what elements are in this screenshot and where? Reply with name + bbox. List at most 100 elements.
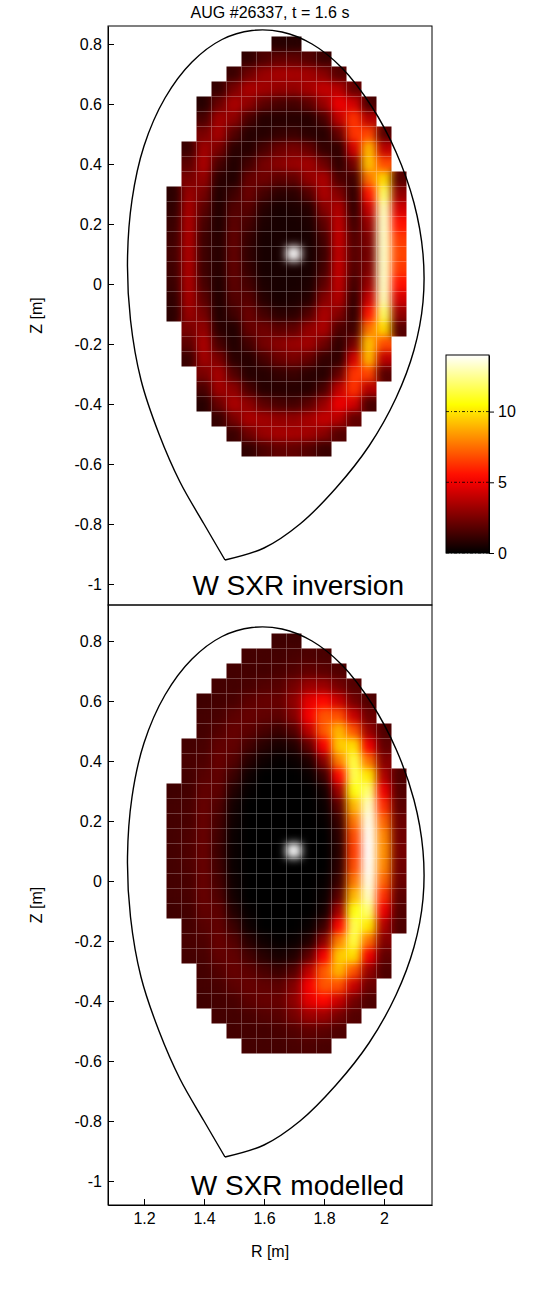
cell xyxy=(346,231,362,247)
cell xyxy=(196,126,212,142)
cell xyxy=(271,768,287,784)
tick: 1.8 xyxy=(313,1199,335,1227)
cell xyxy=(316,66,332,82)
cell xyxy=(346,858,362,874)
cell xyxy=(391,291,407,307)
cell xyxy=(286,201,302,217)
cell xyxy=(271,633,287,649)
cell xyxy=(241,141,257,157)
cell xyxy=(271,828,287,844)
cell xyxy=(196,351,212,367)
cell xyxy=(241,708,257,724)
cell xyxy=(271,738,287,754)
tick-label: 2 xyxy=(380,1210,389,1227)
cell xyxy=(331,261,347,277)
cell xyxy=(331,933,347,949)
cell xyxy=(196,276,212,292)
cell xyxy=(286,291,302,307)
colorbar-axis: 0510 xyxy=(489,356,516,562)
cell xyxy=(241,216,257,232)
cell xyxy=(256,231,272,247)
cell xyxy=(376,753,392,769)
cell xyxy=(211,336,227,352)
cell xyxy=(226,888,242,904)
tick-mark xyxy=(108,1121,114,1122)
cell xyxy=(166,306,182,322)
cell xyxy=(196,366,212,382)
cell xyxy=(361,858,377,874)
cell xyxy=(301,828,317,844)
cell xyxy=(301,426,317,442)
cell xyxy=(331,888,347,904)
cell xyxy=(211,276,227,292)
tick: -0.2 xyxy=(74,933,114,950)
cell xyxy=(241,933,257,949)
cell xyxy=(241,783,257,799)
cell xyxy=(376,336,392,352)
cell xyxy=(301,678,317,694)
cell xyxy=(301,231,317,247)
tick-mark xyxy=(108,821,114,822)
cell xyxy=(241,993,257,1009)
cell xyxy=(256,111,272,127)
cell xyxy=(196,171,212,187)
cell xyxy=(256,261,272,277)
tick-label: -1 xyxy=(88,576,102,593)
cell xyxy=(391,858,407,874)
cell xyxy=(256,51,272,67)
tick-label: -0.6 xyxy=(74,456,102,473)
cell xyxy=(211,216,227,232)
cell xyxy=(346,918,362,934)
cell xyxy=(271,843,287,859)
cell xyxy=(256,426,272,442)
cell xyxy=(226,411,242,427)
cell xyxy=(181,753,197,769)
tick: 0.6 xyxy=(80,693,114,710)
cell xyxy=(166,186,182,202)
cell xyxy=(316,978,332,994)
cell xyxy=(391,903,407,919)
tick: 10 xyxy=(489,403,516,420)
cell xyxy=(211,141,227,157)
cell xyxy=(196,141,212,157)
cell xyxy=(241,66,257,82)
cell xyxy=(331,918,347,934)
cell xyxy=(316,201,332,217)
cell xyxy=(226,993,242,1009)
cell xyxy=(286,336,302,352)
tick-label: 0.8 xyxy=(80,36,102,53)
cell xyxy=(361,201,377,217)
cell xyxy=(301,411,317,427)
cell xyxy=(166,261,182,277)
cell xyxy=(196,96,212,112)
cell xyxy=(286,948,302,964)
cell xyxy=(361,96,377,112)
cell xyxy=(271,66,287,82)
cell xyxy=(286,111,302,127)
cell xyxy=(376,291,392,307)
cell xyxy=(211,231,227,247)
cell xyxy=(286,246,302,262)
cell xyxy=(376,141,392,157)
cell xyxy=(331,948,347,964)
cell xyxy=(271,156,287,172)
cell xyxy=(361,171,377,187)
y-axis: 0.80.60.40.20-0.2-0.4-0.6-0.8-1 xyxy=(74,606,114,1206)
tick: -1 xyxy=(88,1173,114,1190)
cell xyxy=(331,783,347,799)
tick-mark xyxy=(108,464,114,465)
cell xyxy=(346,171,362,187)
cell xyxy=(226,663,242,679)
cell xyxy=(301,963,317,979)
cell xyxy=(316,918,332,934)
cell xyxy=(361,783,377,799)
cell xyxy=(286,693,302,709)
cell xyxy=(331,321,347,337)
cell xyxy=(346,216,362,232)
cell xyxy=(271,291,287,307)
cell xyxy=(361,291,377,307)
cell xyxy=(301,933,317,949)
cell xyxy=(241,261,257,277)
cell xyxy=(391,843,407,859)
cell xyxy=(286,66,302,82)
